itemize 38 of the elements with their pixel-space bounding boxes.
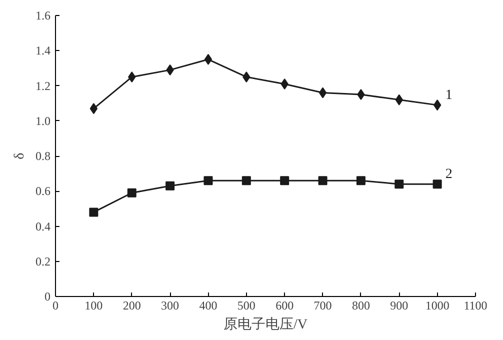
series-label: 2	[445, 167, 452, 182]
point	[394, 180, 404, 189]
x-tick-label: 400	[199, 298, 218, 312]
point	[166, 181, 175, 190]
y-tick-label: 0.8	[36, 149, 50, 163]
y-tick-label: 1.6	[36, 8, 50, 22]
point	[204, 54, 212, 65]
point	[204, 176, 213, 186]
x-tick-label: 700	[314, 298, 332, 312]
x-tick-label: 1000	[425, 298, 450, 312]
point	[432, 180, 442, 189]
point	[89, 208, 98, 217]
point	[318, 87, 327, 98]
x-tick-label: 300	[161, 298, 180, 312]
point	[280, 176, 290, 186]
y-tick-label: 1.2	[36, 78, 50, 93]
point	[127, 188, 136, 198]
y-tick-label: 0.4	[36, 219, 50, 234]
point	[242, 176, 251, 186]
x-tick-label: 800	[352, 298, 370, 312]
x-axis-title: 原电子电压/V	[224, 316, 308, 332]
series-label: 1	[445, 88, 452, 104]
x-tick-label: 1100	[464, 298, 488, 312]
x-tick-label: 100	[84, 298, 103, 312]
point	[356, 176, 366, 186]
x-tick-label: 500	[237, 298, 256, 312]
point	[318, 176, 328, 186]
y-axis-title: δ	[12, 152, 28, 160]
x-tick-label: 600	[276, 298, 294, 312]
point	[433, 100, 442, 111]
point	[90, 103, 98, 114]
y-tick-label: 0.6	[36, 184, 50, 198]
x-tick-label: 200	[122, 298, 141, 312]
y-tick-label: 1.4	[36, 44, 50, 58]
x-tick-label: 900	[390, 298, 408, 312]
y-tick-label: 1.0	[36, 114, 50, 128]
y-tick-label: 0.2	[36, 254, 50, 268]
y-tick-label: 0	[44, 290, 50, 304]
